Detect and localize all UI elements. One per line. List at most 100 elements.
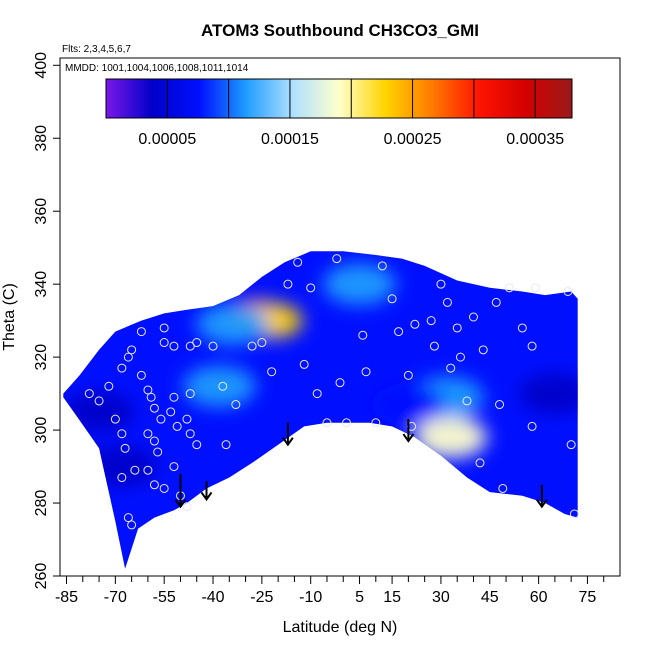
observation-point bbox=[120, 443, 130, 453]
observation-point bbox=[169, 462, 179, 472]
profile-arrow bbox=[282, 422, 294, 447]
observation-point bbox=[104, 381, 114, 391]
x-tick-label: 30 bbox=[432, 589, 450, 606]
observation-point bbox=[136, 327, 146, 337]
x-tick-label: 5 bbox=[355, 589, 364, 606]
observation-point bbox=[208, 341, 218, 351]
observation-point bbox=[146, 392, 156, 402]
observation-point bbox=[426, 316, 436, 326]
observation-point bbox=[446, 363, 456, 373]
observation-point bbox=[358, 330, 368, 340]
observation-point bbox=[394, 327, 404, 337]
profile-arrow bbox=[536, 484, 548, 509]
colorbar-tick-label: 0.00025 bbox=[384, 131, 442, 148]
observation-point bbox=[566, 440, 576, 450]
observation-point bbox=[117, 429, 127, 439]
observation-point bbox=[468, 312, 478, 322]
observation-point bbox=[257, 338, 267, 348]
observation-point bbox=[498, 483, 508, 493]
observation-point bbox=[172, 421, 182, 431]
observation-point bbox=[159, 338, 169, 348]
y-tick-label: 320 bbox=[33, 344, 50, 371]
observation-point bbox=[283, 279, 293, 289]
observation-point bbox=[149, 403, 159, 413]
x-tick-label: -25 bbox=[250, 589, 273, 606]
profile-arrow bbox=[402, 419, 415, 443]
observation-point bbox=[182, 414, 192, 424]
observation-point bbox=[410, 319, 420, 329]
arrow-head bbox=[402, 433, 415, 443]
observation-point bbox=[159, 323, 169, 333]
observation-point bbox=[332, 254, 342, 264]
observation-point bbox=[436, 279, 446, 289]
observation-point bbox=[491, 297, 501, 307]
observation-point bbox=[322, 418, 332, 428]
observation-point bbox=[169, 392, 179, 402]
observation-point bbox=[455, 352, 465, 362]
field-blob bbox=[371, 383, 445, 426]
observation-point bbox=[361, 367, 371, 377]
x-tick-label: -70 bbox=[104, 589, 127, 606]
profile-arrows bbox=[174, 419, 548, 509]
colorbar-tick-label: 0.00005 bbox=[138, 131, 196, 148]
observation-point bbox=[117, 363, 127, 373]
observation-point bbox=[335, 378, 345, 388]
field-blob bbox=[518, 372, 578, 415]
observation-point bbox=[299, 359, 309, 369]
observation-point bbox=[267, 367, 277, 377]
x-tick-label: -40 bbox=[201, 589, 224, 606]
field-blob bbox=[183, 365, 256, 408]
observation-point bbox=[182, 502, 192, 512]
observation-point bbox=[110, 414, 120, 424]
observation-point bbox=[221, 440, 231, 450]
arrow-head bbox=[200, 491, 213, 502]
y-tick-label: 360 bbox=[33, 198, 50, 225]
y-tick-label: 260 bbox=[33, 563, 50, 590]
y-tick-label: 400 bbox=[33, 52, 50, 79]
colorbar: 0.00005 0.00015 0.00025 0.00035 bbox=[105, 78, 573, 148]
y-axis: 260 280 300 320 340 360 380 400 bbox=[33, 52, 60, 590]
observation-point bbox=[123, 352, 133, 362]
observation-point bbox=[185, 389, 195, 399]
observation-point bbox=[231, 400, 241, 410]
x-tick-label: 45 bbox=[481, 589, 499, 606]
x-tick-label: -85 bbox=[55, 589, 78, 606]
observation-point bbox=[169, 341, 179, 351]
observation-point bbox=[127, 520, 137, 530]
observation-point bbox=[185, 341, 195, 351]
observation-point bbox=[530, 283, 540, 293]
observation-point bbox=[563, 286, 573, 296]
y-tick-label: 340 bbox=[33, 271, 50, 298]
observation-point bbox=[156, 414, 166, 424]
observation-point bbox=[462, 396, 472, 406]
field-blob bbox=[414, 416, 488, 459]
observation-point bbox=[166, 407, 176, 417]
y-tick-label: 280 bbox=[33, 490, 50, 517]
arrow-head bbox=[174, 499, 187, 509]
observation-point bbox=[153, 447, 163, 457]
flights-note: Flts: 2,3,4,5,6,7 bbox=[62, 44, 131, 55]
observation-point bbox=[478, 345, 488, 355]
observation-point bbox=[218, 381, 228, 391]
field-blob bbox=[196, 303, 269, 346]
plot-frame bbox=[59, 57, 621, 577]
arrow-head bbox=[282, 437, 294, 447]
observation-point bbox=[452, 323, 462, 333]
x-tick-label: -55 bbox=[153, 589, 176, 606]
y-tick-label: 300 bbox=[33, 417, 50, 444]
colorbar-tick-label: 0.00015 bbox=[261, 131, 319, 148]
x-axis: -85 -70 -55 -40 -25 -10 5 15 30 45 60 75 bbox=[55, 576, 605, 606]
observation-point bbox=[442, 297, 452, 307]
observation-point bbox=[527, 341, 537, 351]
observation-point bbox=[136, 370, 146, 380]
x-tick-label: 15 bbox=[383, 589, 401, 606]
plot-area bbox=[63, 251, 579, 569]
y-axis-label: Theta (C) bbox=[1, 283, 18, 351]
observation-point bbox=[143, 385, 153, 395]
observation-point bbox=[130, 465, 140, 475]
x-tick-label: -10 bbox=[299, 589, 322, 606]
observation-point bbox=[517, 323, 527, 333]
observation-point bbox=[569, 509, 579, 519]
observation-point bbox=[403, 370, 413, 380]
observation-point bbox=[94, 396, 104, 406]
